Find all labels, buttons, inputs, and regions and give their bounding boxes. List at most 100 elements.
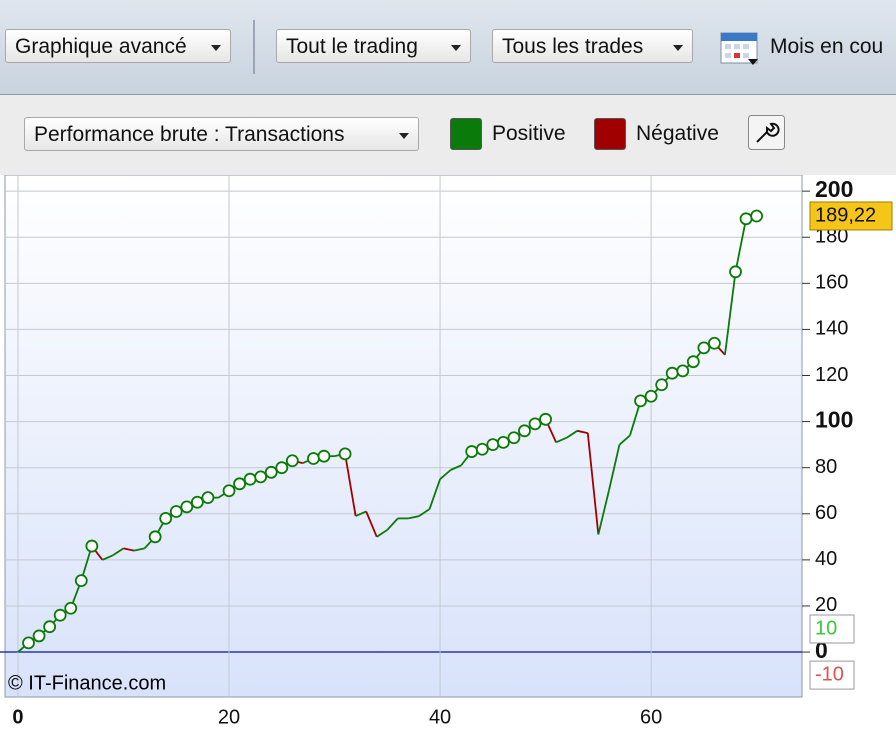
high-marker [665,366,679,380]
controls-bar: Performance brute : Transactions Positiv… [0,95,896,175]
chart: © IT-Finance.com 02040608010012014016018… [0,175,896,732]
legend-label: Négative [636,122,719,145]
high-marker [496,435,510,449]
high-marker [528,417,542,431]
y-tick-label: 180 [815,226,848,248]
level-label: 10 [815,617,837,639]
high-marker [307,452,320,465]
high-marker [539,412,552,426]
high-marker [32,629,46,643]
watermark: © IT-Finance.com [8,672,166,694]
x-tick-label: 20 [218,706,240,728]
dropdown[interactable]: Tout le trading [276,29,471,63]
line-segment [355,510,367,517]
toolbar: Graphique avancé Tout le trading Tous le… [0,0,896,95]
high-marker [644,389,658,403]
high-marker [465,445,479,458]
high-marker [233,477,246,491]
line-segment [618,434,631,446]
high-marker [159,511,173,525]
line-segment [376,529,388,538]
high-marker [201,491,215,505]
high-marker [222,484,236,498]
high-marker [338,447,352,461]
high-marker [518,424,531,438]
high-marker [634,394,647,408]
high-marker [243,472,257,486]
high-marker [676,364,690,378]
high-marker [708,336,721,350]
x-tick-label: 40 [429,706,451,728]
period-label[interactable]: Mois en cou [770,35,884,58]
high-marker [85,539,99,553]
legend-swatch [594,118,626,150]
line-segment [439,469,452,480]
level-badge [809,660,855,690]
line-segment [344,453,357,517]
y-tick-label: 100 [815,407,853,433]
settings-button[interactable] [748,115,786,151]
line-segment [734,218,747,272]
high-marker [475,442,489,456]
y-tick-label: 140 [815,318,848,340]
line-segment [586,433,600,535]
high-marker [190,495,204,509]
level-badge [809,614,855,644]
dropdown[interactable]: Tous les trades [492,29,693,63]
line-segment [123,547,135,552]
high-marker [729,265,742,279]
line-segment [577,429,588,434]
line-segment [386,517,399,531]
y-tick-label: 40 [815,548,837,570]
high-marker [697,341,711,355]
x-tick-label: 60 [640,706,662,728]
high-marker [317,449,331,463]
line-segment [450,464,462,471]
high-marker [655,378,669,392]
high-marker [43,620,57,634]
line-segment [724,271,737,355]
line-segment [112,547,124,557]
y-tick-label: 0 [815,637,828,663]
dropdown[interactable]: Performance brute : Transactions [24,117,419,151]
last-value-badge [809,201,893,231]
separator [253,20,255,74]
dropdown[interactable]: Graphique avancé [5,29,231,63]
calendar-icon[interactable] [720,29,762,67]
y-tick-label: 200 [815,176,853,202]
high-marker [148,530,162,544]
line-segment [418,508,431,517]
high-marker [22,636,35,650]
x-tick-label: 0 [12,706,23,728]
high-marker [750,209,764,223]
high-marker [507,431,521,445]
high-marker [275,461,289,475]
plot-area [4,175,803,698]
line-segment [365,511,378,538]
legend-swatch [450,118,482,150]
high-marker [285,454,299,468]
line-segment [428,478,441,510]
y-tick-label: 60 [815,502,837,524]
high-marker [486,438,500,452]
line-segment [597,490,610,535]
line-segment [566,430,578,439]
y-tick-label: 120 [815,364,848,386]
line-segment [555,436,568,444]
high-marker [53,608,67,622]
high-marker [254,470,268,484]
y-tick-label: 20 [815,594,837,616]
high-marker [169,505,183,518]
legend-label: Positive [492,122,566,145]
line-segment [408,515,420,520]
high-marker [64,601,78,615]
line-segment [608,444,621,491]
y-tick-label: 160 [815,272,848,294]
high-marker [74,574,88,588]
high-marker [180,500,194,514]
last-value-label: 189,22 [815,204,876,226]
high-marker [264,465,278,479]
line-segment [102,554,114,561]
high-marker [686,355,700,369]
